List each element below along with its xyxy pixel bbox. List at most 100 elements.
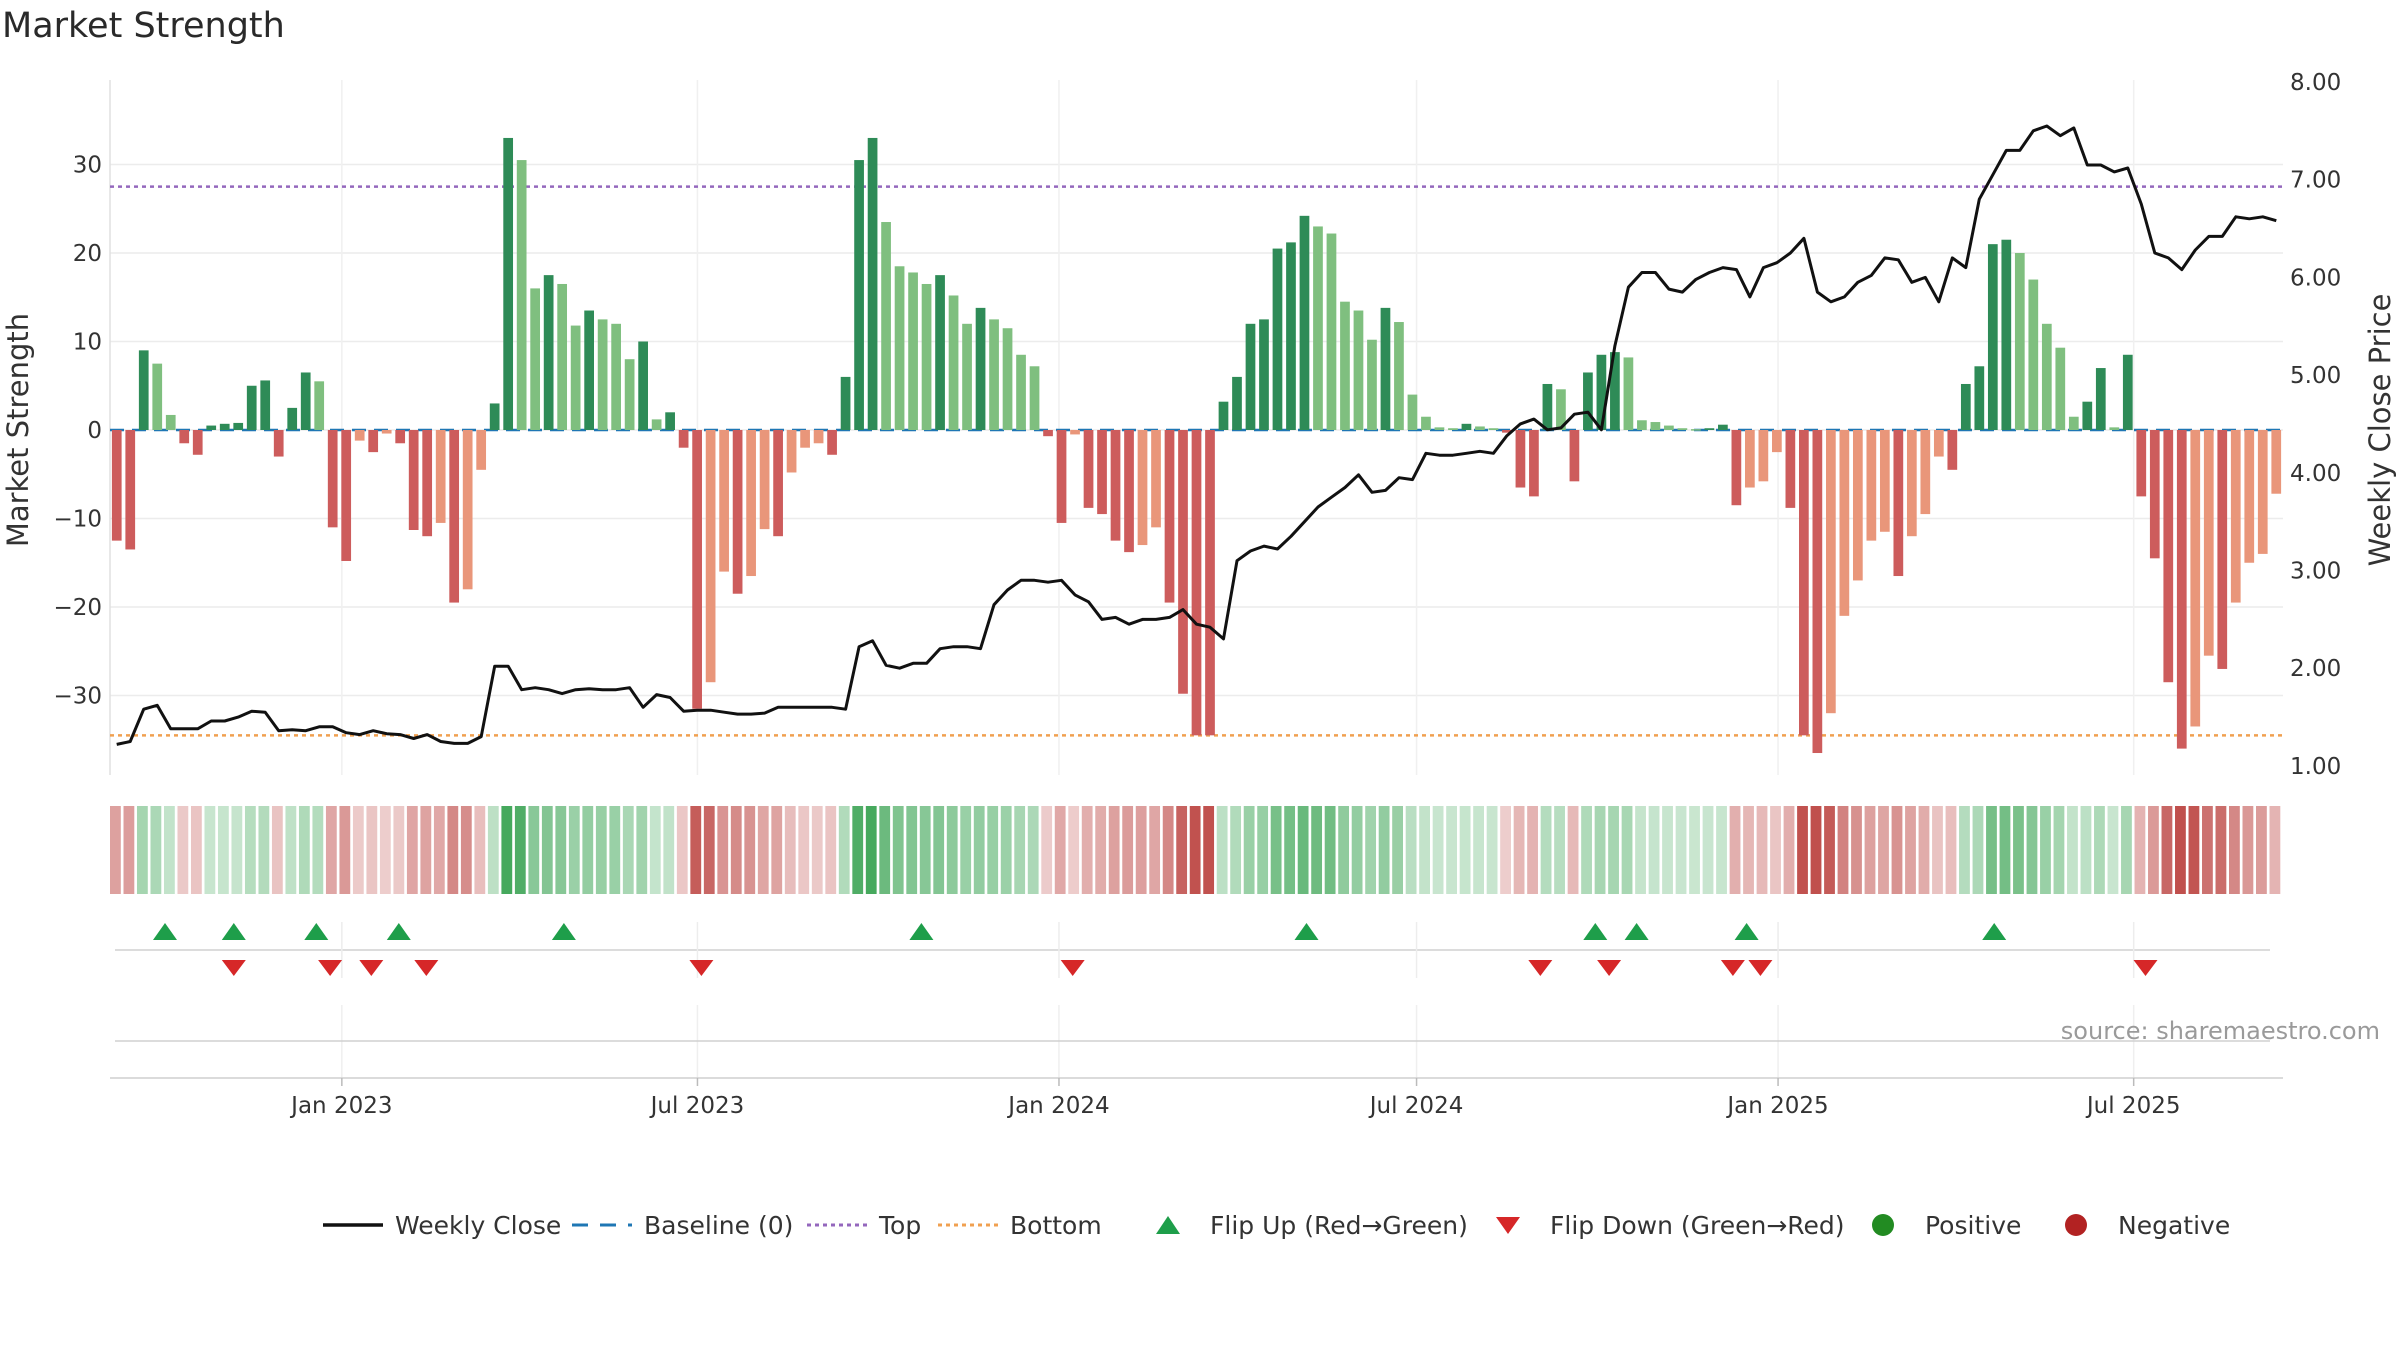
strength-bar xyxy=(273,430,284,457)
y2-tick-label: 7.00 xyxy=(2290,168,2341,194)
flip-down-marker xyxy=(1060,960,1085,976)
flip-up-marker xyxy=(386,923,411,940)
strength-bar xyxy=(165,414,176,430)
heat-cell xyxy=(1702,806,1714,894)
heat-cell xyxy=(1567,806,1579,894)
heat-cell xyxy=(1149,806,1161,894)
strength-bar xyxy=(300,372,311,430)
right-axis-ticks: 8.00 7.00 6.00 5.00 4.00 3.00 2.00 1.00 xyxy=(2290,70,2341,780)
heat-cell xyxy=(1095,806,1107,894)
strength-bar xyxy=(557,283,568,431)
strength-bar xyxy=(327,430,338,528)
heat-cell xyxy=(487,806,499,894)
flip-down-marker xyxy=(1748,960,1773,976)
flip-up-marker xyxy=(909,923,934,940)
flip-up-marker xyxy=(1624,923,1649,940)
heat-cell xyxy=(1000,806,1012,894)
strength-bar xyxy=(516,160,527,430)
heat-cell xyxy=(1338,806,1350,894)
flip-up-marker xyxy=(1583,923,1608,940)
strength-bar xyxy=(1218,401,1229,430)
heat-cell xyxy=(838,806,850,894)
x-axis-ticks: Jan 2023 Jul 2023 Jan 2024 Jul 2024 Jan 2025… xyxy=(289,1078,2180,1119)
strength-bar xyxy=(1987,244,1998,430)
strength-bar xyxy=(354,430,365,441)
heat-cell xyxy=(1405,806,1417,894)
heat-cell xyxy=(1297,806,1309,894)
strength-bar xyxy=(1947,430,1958,470)
heat-cell xyxy=(1689,806,1700,894)
legend-swatch xyxy=(1496,1217,1520,1234)
heat-cell xyxy=(1176,806,1188,894)
strength-bar xyxy=(1974,366,1985,430)
strength-bar xyxy=(1785,430,1796,508)
strength-bar xyxy=(1799,430,1809,736)
strength-bar xyxy=(111,430,122,541)
heat-cell xyxy=(2229,806,2240,894)
legend-label: Negative xyxy=(2118,1211,2230,1240)
heat-cell xyxy=(1527,806,1538,894)
strength-bar xyxy=(854,160,864,430)
strength-bar xyxy=(624,359,635,430)
heat-cell xyxy=(528,806,540,894)
heat-cell xyxy=(379,806,391,894)
heat-cell xyxy=(2188,806,2200,894)
heat-cell xyxy=(1081,806,1093,894)
strength-bar xyxy=(489,403,500,430)
heat-cell xyxy=(703,806,715,894)
heat-cell xyxy=(690,806,702,894)
strength-bar xyxy=(1542,383,1553,430)
y2-tick-label: 3.00 xyxy=(2290,559,2341,585)
y2-tick-label: 8.00 xyxy=(2290,70,2341,96)
strength-bar xyxy=(840,376,851,430)
heat-cell xyxy=(2013,806,2024,894)
heat-cell xyxy=(717,806,729,894)
heat-cell xyxy=(325,806,337,894)
flip-up-marker xyxy=(1294,923,1319,940)
heat-cell xyxy=(555,806,567,894)
strength-bar xyxy=(1245,323,1256,430)
strength-bar xyxy=(1326,233,1337,430)
heat-cell xyxy=(541,806,553,894)
heat-cell xyxy=(1014,806,1026,894)
heat-cell xyxy=(1068,806,1080,894)
heat-cell xyxy=(1473,806,1484,894)
strength-bar xyxy=(1353,310,1364,430)
strength-bar xyxy=(422,430,433,537)
strength-bar xyxy=(1866,430,1877,541)
heat-cell xyxy=(217,806,229,894)
strength-bar xyxy=(1137,430,1148,546)
heat-cell xyxy=(501,806,513,894)
heat-cell xyxy=(663,806,675,894)
heat-cell xyxy=(1054,806,1066,894)
flip-up-marker xyxy=(551,923,576,940)
strength-bar xyxy=(746,430,756,577)
strength-bar xyxy=(1178,430,1188,694)
strength-bar xyxy=(2149,430,2160,559)
flip-up-marker xyxy=(304,923,329,940)
heat-cell xyxy=(1365,806,1377,894)
x-tick-label: Jan 2024 xyxy=(1006,1093,1109,1119)
heat-cell xyxy=(447,806,459,894)
strength-bar xyxy=(179,430,190,444)
flip-down-marker xyxy=(1720,960,1745,976)
heat-cell xyxy=(514,806,526,894)
y-tick-label: 30 xyxy=(73,153,102,179)
legend-swatch xyxy=(1156,1216,1180,1234)
heat-cell xyxy=(1284,806,1296,894)
y-tick-label: −10 xyxy=(53,507,102,533)
strength-bar xyxy=(1029,366,1040,430)
flip-down-marker xyxy=(1528,960,1553,976)
strength-bar xyxy=(786,430,797,473)
left-axis-ticks: 30 20 10 0 −10 −20 −30 xyxy=(53,153,102,710)
heat-cell xyxy=(110,806,121,894)
legend-label: Flip Down (Green→Red) xyxy=(1550,1211,1845,1240)
heat-cell xyxy=(2269,806,2281,894)
strength-bar xyxy=(719,430,729,572)
strength-bar xyxy=(692,430,702,709)
strength-bar xyxy=(408,430,419,530)
flip-up-marker xyxy=(221,923,246,940)
price-line-group xyxy=(116,124,2277,746)
heat-cell xyxy=(879,806,891,894)
